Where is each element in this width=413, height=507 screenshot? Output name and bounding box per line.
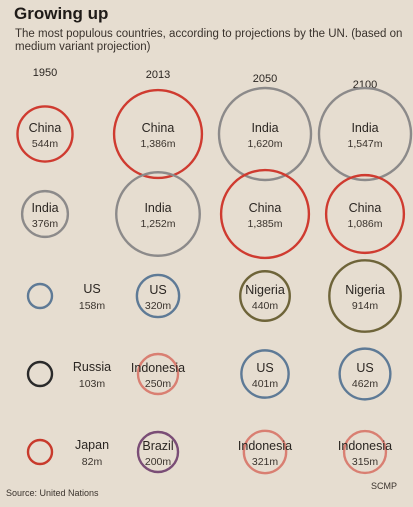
bubble-nigeria-2100 (328, 259, 402, 333)
bubble-india-2013 (115, 171, 201, 257)
bubble-india-2100 (317, 86, 413, 182)
bubble-china-1950 (16, 105, 74, 163)
value-label-india-2100: 1,547m (347, 138, 382, 150)
value-label-nigeria-2100: 914m (352, 300, 379, 312)
country-label-india-2100: India (351, 121, 378, 135)
country-label-indonesia-2050: Indonesia (238, 439, 292, 453)
year-label-1950: 1950 (33, 67, 57, 79)
country-label-russia-1950: Russia (73, 360, 111, 374)
value-label-indonesia-2013: 250m (145, 378, 172, 390)
bubble-china-2100 (324, 173, 406, 255)
value-label-indonesia-2100: 315m (352, 456, 379, 468)
value-label-us-2013: 320m (145, 300, 172, 312)
year-label-2013: 2013 (146, 69, 170, 81)
country-label-china-2050: China (249, 201, 282, 215)
country-label-indonesia-2013: Indonesia (131, 361, 185, 375)
country-label-brazil-2013: Brazil (142, 439, 173, 453)
value-label-india-1950: 376m (32, 218, 59, 230)
bubble-us-2013 (135, 273, 181, 319)
bubble-brazil-2013 (136, 430, 180, 474)
value-label-us-1950: 158m (79, 300, 106, 312)
country-label-china-1950: China (29, 121, 62, 135)
publisher-credit: SCMP (370, 481, 397, 491)
value-label-nigeria-2050: 440m (252, 300, 279, 312)
value-label-russia-1950: 103m (79, 378, 106, 390)
country-label-indonesia-2100: Indonesia (338, 439, 392, 453)
country-label-india-2013: India (144, 201, 171, 215)
bubble-india-1950 (20, 189, 70, 239)
value-label-china-1950: 544m (32, 138, 59, 150)
source-note: Source: United Nations (6, 488, 99, 498)
country-label-japan-1950: Japan (75, 438, 109, 452)
value-label-china-2100: 1,086m (347, 218, 382, 230)
country-label-nigeria-2050: Nigeria (245, 283, 285, 297)
country-label-us-1950: US (83, 282, 100, 296)
bubble-india-2050 (217, 86, 313, 182)
value-label-brazil-2013: 200m (145, 456, 172, 468)
value-label-us-2050: 401m (252, 378, 279, 390)
country-label-china-2013: China (142, 121, 175, 135)
bubble-indonesia-2100 (342, 429, 388, 475)
country-label-us-2050: US (256, 361, 273, 375)
country-label-china-2100: China (349, 201, 382, 215)
value-label-china-2013: 1,386m (140, 138, 175, 150)
bubble-us-1950 (26, 282, 54, 310)
value-label-china-2050: 1,385m (247, 218, 282, 230)
chart-title: Growing up (14, 4, 109, 23)
country-label-us-2013: US (149, 283, 166, 297)
bubble-indonesia-2050 (242, 429, 288, 475)
bubble-china-2013 (112, 88, 204, 180)
value-label-india-2050: 1,620m (247, 138, 282, 150)
bubble-japan-1950 (26, 438, 54, 466)
value-label-indonesia-2050: 321m (252, 456, 279, 468)
bubble-russia-1950 (26, 360, 54, 388)
year-label-2050: 2050 (253, 73, 277, 85)
bubble-indonesia-2013 (136, 352, 180, 396)
country-label-india-1950: India (31, 201, 58, 215)
bubble-us-2050 (240, 349, 290, 399)
value-label-india-2013: 1,252m (140, 218, 175, 230)
chart-subtitle: The most populous countries, according t… (15, 28, 403, 53)
bubble-nigeria-2050 (239, 270, 291, 322)
bubble-china-2050 (219, 168, 311, 260)
value-label-us-2100: 462m (352, 378, 379, 390)
value-label-japan-1950: 82m (82, 456, 103, 468)
country-label-us-2100: US (356, 361, 373, 375)
country-label-india-2050: India (251, 121, 278, 135)
country-label-nigeria-2100: Nigeria (345, 283, 385, 297)
bubble-us-2100 (338, 347, 392, 401)
